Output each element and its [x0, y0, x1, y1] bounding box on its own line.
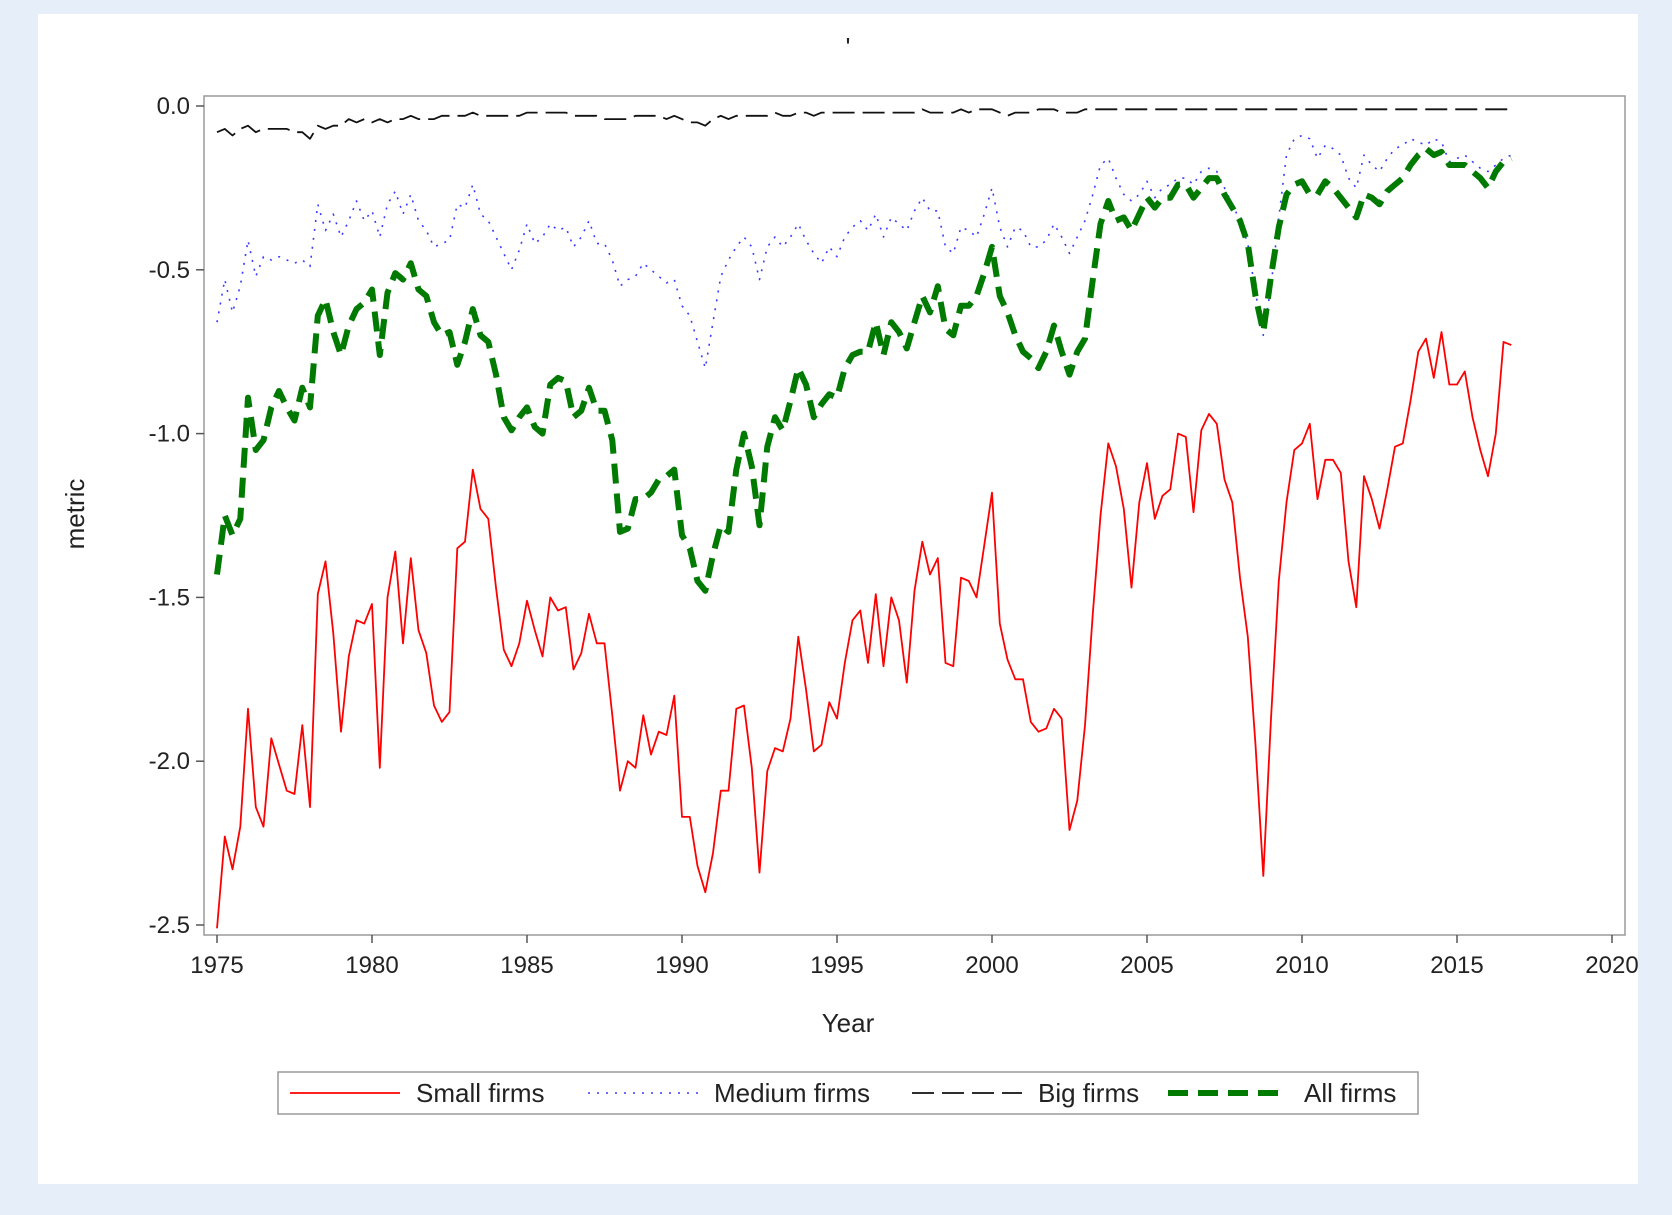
x-tick-label: 2020 — [1585, 952, 1638, 979]
y-axis: 0.0 -0.5 -1.0 -1.5 -2.0 -2.5 — [149, 93, 204, 939]
x-tick-label: 2015 — [1430, 952, 1483, 979]
series-line-medium-firms — [216, 134, 1512, 369]
y-tick-label: -1.0 — [149, 421, 190, 448]
series-line-big-firms — [216, 108, 1512, 140]
plot-area-border — [203, 95, 1626, 936]
legend-label: Small firms — [416, 1078, 545, 1108]
series-layer — [214, 108, 1513, 929]
y-tick-label: -2.5 — [149, 912, 190, 939]
y-tick-label: -0.5 — [149, 257, 190, 284]
series-line-all-firms — [214, 145, 1513, 594]
legend-label: Big firms — [1038, 1078, 1139, 1108]
x-tick-label: 1985 — [500, 952, 553, 979]
series-line-small-firms — [216, 331, 1512, 929]
legend: Small firms Medium firms Big firms All firm… — [277, 1071, 1419, 1115]
x-tick-label: 1975 — [190, 952, 243, 979]
chart-background — [38, 14, 1638, 1184]
x-tick-label: 1995 — [810, 952, 863, 979]
x-tick-label: 1990 — [655, 952, 708, 979]
y-axis-title: metric — [60, 479, 90, 550]
y-tick-label: 0.0 — [157, 93, 190, 120]
y-tick-label: -1.5 — [149, 584, 190, 611]
x-axis: 1975 1980 1985 1990 1995 2000 2005 2010 2015 2020 — [190, 935, 1638, 979]
legend-label: All firms — [1304, 1078, 1396, 1108]
line-chart: ' 0.0-0.5-1.0-1.5-2.0-2.5 1975 1980 1985 19… — [60, 32, 1638, 1115]
x-tick-label: 1980 — [345, 952, 398, 979]
x-tick-label: 2005 — [1120, 952, 1173, 979]
y-tick-label: -2.0 — [149, 748, 190, 775]
x-tick-label: 2000 — [965, 952, 1018, 979]
x-axis-title: Year — [822, 1008, 875, 1038]
x-tick-label: 2010 — [1275, 952, 1328, 979]
chart-title: ' — [846, 32, 851, 62]
legend-label: Medium firms — [714, 1078, 870, 1108]
